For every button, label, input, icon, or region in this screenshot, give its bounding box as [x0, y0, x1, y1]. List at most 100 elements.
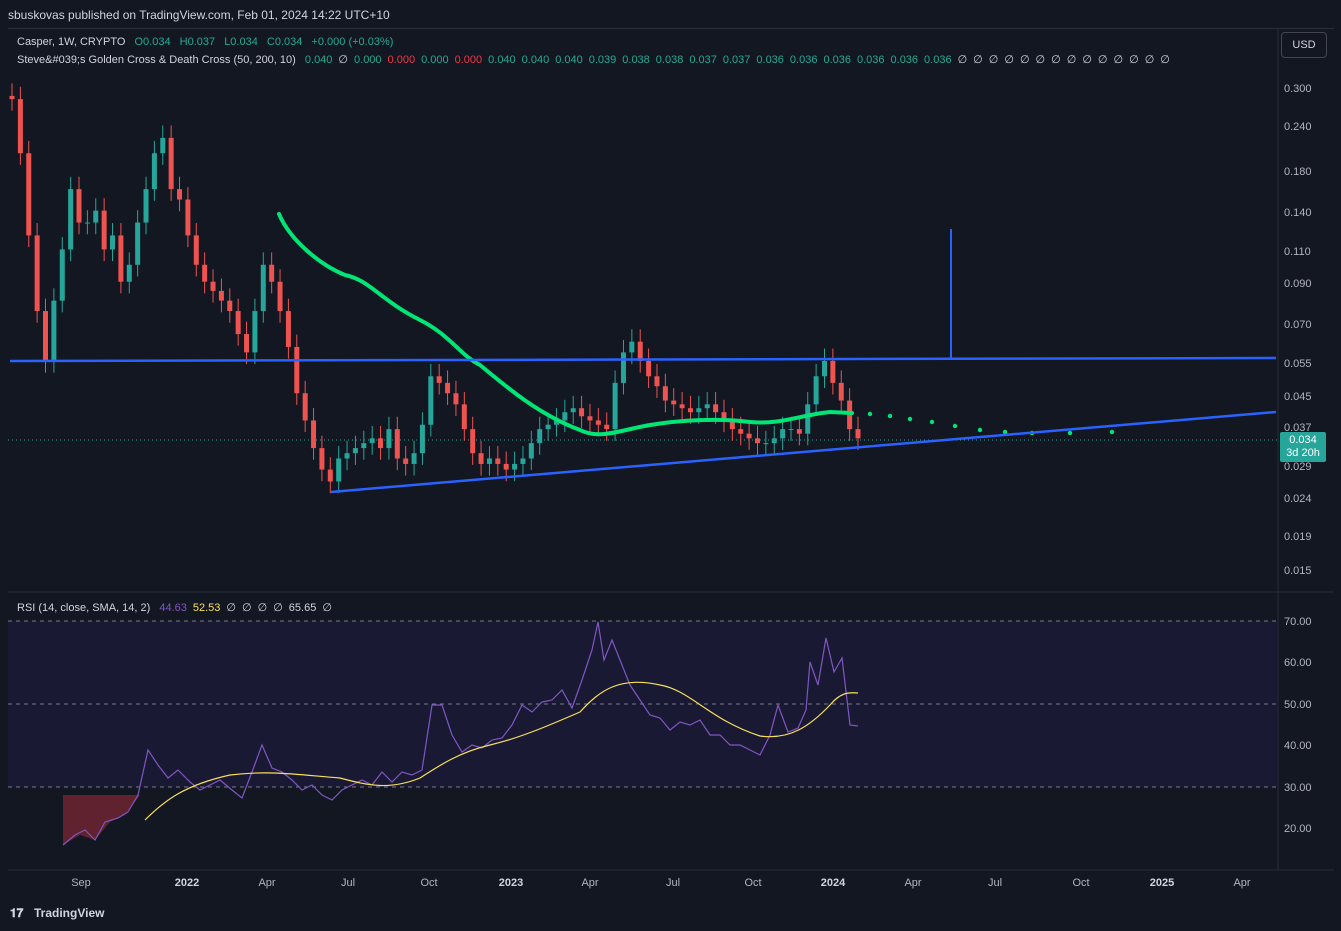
indicator-legend[interactable]: Steve&#039;s Golden Cross & Death Cross … — [17, 53, 1170, 66]
time-axis-label: Oct — [1072, 877, 1089, 889]
indicator-value: 0.039 — [588, 54, 617, 66]
candle-body — [394, 429, 400, 459]
last-price-value: 0.034 — [1289, 434, 1317, 446]
time-axis-label: 2024 — [821, 877, 846, 889]
indicator-value: 0.037 — [722, 54, 751, 66]
price-tick-label: 0.029 — [1284, 461, 1312, 473]
price-tick-label: 0.110 — [1284, 246, 1311, 258]
candle-body — [344, 453, 350, 459]
indicator-value: ∅ — [988, 54, 999, 66]
candle-body — [503, 463, 509, 470]
indicator-value: ∅ — [1097, 54, 1108, 66]
candle-body — [553, 420, 559, 425]
ohlc-open: O0.034 — [134, 36, 171, 48]
indicator-value: ∅ — [973, 54, 983, 66]
rsi-value: ∅ — [242, 602, 252, 614]
candle-body — [495, 458, 501, 464]
candle-body — [9, 95, 15, 100]
time-axis-label: Apr — [1233, 877, 1250, 889]
candle-body — [428, 376, 434, 425]
price-tick-label: 0.070 — [1284, 319, 1312, 331]
price-tick-label: 0.024 — [1284, 493, 1312, 505]
time-axis-label: Jul — [666, 877, 680, 889]
time-axis-label: Oct — [420, 877, 437, 889]
price-tick-label: 0.140 — [1284, 207, 1312, 219]
ohlc-change: +0.000 (+0.03%) — [311, 36, 394, 48]
candle-body — [101, 210, 107, 250]
ma-projection-dot — [867, 411, 873, 417]
candle-body — [654, 376, 660, 387]
time-axis-label: 2023 — [499, 877, 523, 889]
candle-body — [704, 404, 710, 409]
published-header: sbuskovas published on TradingView.com, … — [0, 0, 1341, 28]
candle-body — [838, 382, 844, 401]
candle-body — [453, 393, 459, 405]
candle-body — [294, 346, 300, 394]
candle-body — [352, 448, 358, 454]
price-tick-label: 0.015 — [1284, 565, 1312, 577]
candle-body — [587, 416, 593, 421]
rsi-value: ∅ — [322, 602, 332, 614]
footer-brand[interactable]: TradingView — [34, 906, 105, 920]
candle-body — [177, 189, 183, 200]
candle-body — [17, 99, 23, 154]
candle-body — [93, 210, 99, 223]
candle-body — [277, 281, 283, 312]
symbol-legend[interactable]: Casper, 1W, CRYPTO O0.034 H0.037 L0.034 … — [17, 36, 393, 48]
candle-body — [671, 400, 677, 405]
candle-body — [26, 153, 32, 236]
bar-countdown: 3d 20h — [1286, 447, 1320, 459]
indicator-value: 0.040 — [488, 54, 516, 66]
resistance-trendline[interactable] — [9, 356, 1277, 363]
candle-body — [361, 443, 367, 449]
rsi-tick-label: 50.00 — [1284, 699, 1312, 711]
candle-body — [369, 438, 375, 444]
indicator-value: 0.040 — [555, 54, 583, 66]
candle-body — [595, 420, 601, 425]
indicator-value: 0.036 — [890, 54, 919, 66]
ma-projection-dot — [952, 423, 958, 429]
indicator-values: 0.040 ∅ 0.000 0.000 0.000 0.000 0.040 0.040 0.04… — [299, 54, 1170, 66]
footer: 𝟏𝟕 TradingView — [0, 898, 1341, 931]
ohlc-low: L0.034 — [224, 36, 258, 48]
candle-body — [461, 404, 467, 430]
rsi-sma-line — [144, 681, 859, 821]
time-axis-label: Oct — [744, 877, 761, 889]
currency-button[interactable]: USD — [1281, 32, 1327, 58]
support-trendline[interactable] — [330, 410, 1277, 494]
rsi-tick-label: 30.00 — [1284, 782, 1312, 794]
candle-body — [637, 341, 643, 361]
indicator-value: 0.038 — [622, 54, 650, 66]
tradingview-logo-icon[interactable]: 𝟏𝟕 — [10, 906, 24, 920]
indicator-value: ∅ — [1004, 54, 1014, 66]
indicator-value: 0.036 — [856, 54, 885, 66]
candle-body — [830, 360, 836, 383]
candle-body — [746, 433, 752, 439]
candle-body — [84, 222, 90, 224]
candle-body — [227, 300, 233, 312]
candle-body — [151, 153, 157, 190]
rsi-value: 44.63 — [159, 602, 187, 614]
indicator-value: 0.036 — [756, 54, 784, 66]
candle-body — [319, 448, 325, 470]
indicator-value: ∅ — [957, 54, 968, 66]
indicator-value: ∅ — [1051, 54, 1061, 66]
indicator-value: ∅ — [1129, 54, 1139, 66]
time-axis-label: 2022 — [175, 877, 199, 889]
rsi-legend[interactable]: RSI (14, close, SMA, 14, 2) 44.63 52.53 ∅ ∅… — [17, 601, 332, 614]
price-tick-label: 0.300 — [1284, 83, 1312, 95]
indicator-value: 0.037 — [689, 54, 717, 66]
time-axis-label: Apr — [904, 877, 921, 889]
symbol-name: Casper, 1W, CRYPTO — [17, 36, 126, 48]
candle-body — [579, 408, 585, 417]
candle-body — [327, 469, 333, 482]
ma-projection-dots — [867, 411, 1115, 436]
candle-body — [512, 463, 518, 470]
candle-body — [445, 382, 451, 394]
candle-body — [193, 235, 199, 265]
ma-projection-dot — [1002, 429, 1008, 435]
candle-body — [679, 404, 685, 409]
candle-body — [419, 424, 425, 454]
candle-body — [470, 429, 476, 454]
